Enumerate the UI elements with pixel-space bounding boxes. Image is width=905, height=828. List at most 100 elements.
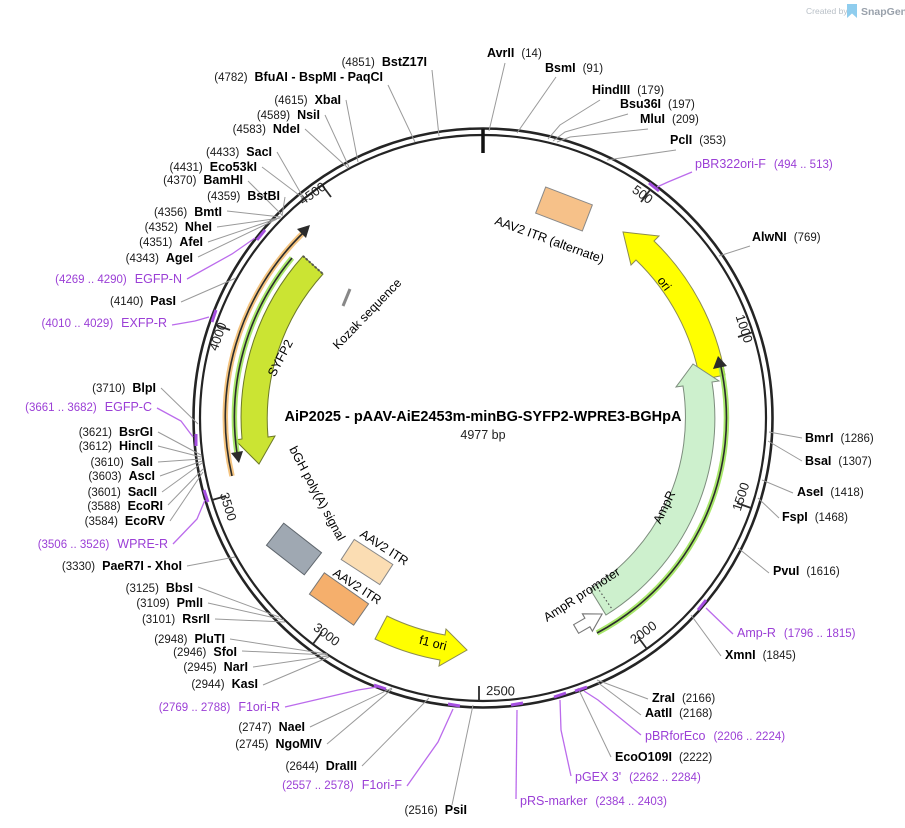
enzyme-label[interactable]: BamHI	[203, 173, 243, 187]
enzyme-label[interactable]: ZraI	[652, 691, 675, 705]
enzyme-label[interactable]: AatII	[645, 706, 672, 720]
svg-text:(4782)BfuAI - BspMI - PaqCI: (4782) BfuAI - BspMI - PaqCI	[214, 70, 383, 84]
primer-leader-lines	[156, 171, 734, 800]
enzyme-pos: (4140)	[110, 296, 143, 308]
enzyme-label[interactable]: Eco53kI	[210, 160, 257, 174]
enzyme-pos: (4433)	[206, 147, 239, 159]
enzyme-label[interactable]: EcoRV	[125, 514, 166, 528]
enzyme-label[interactable]: BstBI	[247, 189, 280, 203]
enzyme-label[interactable]: HincII	[119, 439, 153, 453]
bgh-polya-label[interactable]: bGH poly(A) signal	[286, 444, 348, 543]
syfp2-orf-arc	[231, 256, 295, 463]
svg-text:pRS-marker(2384 .. 2403): pRS-marker (2384 .. 2403)	[520, 794, 667, 808]
primer-label[interactable]: pBRforEco	[645, 729, 705, 743]
primer-label[interactable]: EXFP-R	[121, 316, 167, 330]
enzyme-label[interactable]: SfoI	[213, 645, 237, 659]
primer-label[interactable]: pGEX 3'	[575, 770, 621, 784]
scale-tick	[312, 631, 323, 645]
svg-text:(3710)BlpI: (3710) BlpI	[92, 381, 156, 395]
primer-label[interactable]: EGFP-C	[105, 400, 152, 414]
svg-text:(2944)KasI: (2944) KasI	[191, 677, 258, 691]
enzyme-label[interactable]: XmnI	[725, 648, 756, 662]
enzyme-label[interactable]: BfuAI - BspMI - PaqCI	[255, 70, 383, 84]
enzyme-label[interactable]: BsaI	[805, 454, 831, 468]
enzyme-pos: (197)	[668, 99, 695, 111]
enzyme-label[interactable]: AscI	[129, 469, 155, 483]
enzyme-label[interactable]: BlpI	[132, 381, 156, 395]
enzyme-label[interactable]: EcoRI	[128, 499, 163, 513]
enzyme-label[interactable]: PvuI	[773, 564, 799, 578]
bgh-polya-box[interactable]	[265, 522, 323, 576]
enzyme-pos: (3610)	[91, 457, 124, 469]
enzyme-label[interactable]: RsrII	[182, 612, 210, 626]
kozak-mark[interactable]	[341, 288, 352, 307]
enzyme-pos: (14)	[521, 48, 542, 60]
enzyme-label[interactable]: PsiI	[445, 803, 467, 817]
ori-feature-label[interactable]: ori	[654, 274, 674, 294]
svg-text:(4433)SacI: (4433) SacI	[206, 145, 272, 159]
ampr-feature-arrow[interactable]	[589, 363, 721, 616]
aav2-itr-alt-label[interactable]: AAV2 ITR (alternate)	[493, 214, 606, 267]
enzyme-label[interactable]: BsrGI	[119, 425, 153, 439]
enzyme-label[interactable]: XbaI	[315, 93, 341, 107]
enzyme-label[interactable]: NgoMIV	[275, 737, 322, 751]
enzyme-label[interactable]: NsiI	[297, 108, 320, 122]
syfp2-feature-arrow[interactable]	[233, 255, 324, 465]
f1-ori-feature-label[interactable]: f1 ori	[418, 633, 448, 653]
scale-tick	[640, 189, 651, 203]
enzyme-label[interactable]: BmtI	[194, 205, 222, 219]
enzyme-label[interactable]: FspI	[782, 510, 808, 524]
enzyme-label[interactable]: KasI	[232, 677, 258, 691]
enzyme-label[interactable]: PaeR7I - XhoI	[102, 559, 182, 573]
enzyme-label[interactable]: AseI	[797, 485, 823, 499]
enzyme-label[interactable]: NheI	[185, 220, 212, 234]
ampr-promoter-arrow[interactable]	[572, 613, 604, 635]
primer-label[interactable]: F1ori-F	[362, 778, 403, 792]
enzyme-label[interactable]: PasI	[150, 294, 176, 308]
enzyme-label[interactable]: Bsu36I	[620, 97, 661, 111]
enzyme-label[interactable]: AvrII	[487, 46, 514, 60]
svg-text:(3621)BsrGI: (3621) BsrGI	[79, 425, 153, 439]
enzyme-label[interactable]: SalI	[131, 455, 153, 469]
primer-label[interactable]: EGFP-N	[135, 272, 182, 286]
enzyme-label[interactable]: AgeI	[166, 251, 193, 265]
svg-text:XmnI(1845): XmnI (1845)	[725, 648, 796, 662]
primer-label[interactable]: pBR322ori-F	[695, 157, 766, 171]
enzyme-label[interactable]: SacI	[246, 145, 272, 159]
enzyme-label[interactable]: PclI	[670, 133, 692, 147]
aav2-itr-alt-box[interactable]	[534, 186, 594, 232]
svg-text:(4359)BstBI: (4359) BstBI	[207, 189, 280, 203]
svg-text:(3101)RsrII: (3101) RsrII	[142, 612, 210, 626]
svg-text:(3603)AscI: (3603) AscI	[88, 469, 155, 483]
ori-feature-arrow[interactable]	[622, 231, 726, 381]
f1-ori-feature-arrow[interactable]	[374, 615, 468, 667]
enzyme-label[interactable]: AlwNI	[752, 230, 787, 244]
svg-text:BmrI(1286): BmrI (1286)	[805, 431, 874, 445]
enzyme-label[interactable]: NdeI	[273, 122, 300, 136]
primer-label[interactable]: Amp-R	[737, 626, 776, 640]
enzyme-label[interactable]: AfeI	[179, 235, 203, 249]
enzyme-label[interactable]: BmrI	[805, 431, 833, 445]
enzyme-label[interactable]: PluTI	[194, 632, 225, 646]
enzyme-label[interactable]: MluI	[640, 112, 665, 126]
enzyme-label[interactable]: NaeI	[279, 720, 305, 734]
enzyme-label[interactable]: BsmI	[545, 61, 576, 75]
enzyme-label[interactable]: BstZ17I	[382, 55, 427, 69]
enzyme-label[interactable]: DraIII	[326, 759, 357, 773]
primer-label[interactable]: WPRE-R	[117, 537, 168, 551]
enzyme-label[interactable]: SacII	[128, 485, 157, 499]
primer-label[interactable]: F1ori-R	[238, 700, 280, 714]
aav2-itr-light-box[interactable]	[340, 538, 394, 586]
aav2-itr-box[interactable]	[308, 572, 370, 626]
enzyme-pos: (4782)	[214, 72, 247, 84]
enzyme-label[interactable]: EcoO109I	[615, 750, 672, 764]
enzyme-label[interactable]: PmlI	[177, 596, 203, 610]
enzyme-pos: (3109)	[136, 598, 169, 610]
enzyme-label[interactable]: NarI	[224, 660, 248, 674]
enzyme-pos: (2168)	[679, 708, 712, 720]
enzyme-label[interactable]: BbsI	[166, 581, 193, 595]
primer-label[interactable]: pRS-marker	[520, 794, 587, 808]
kozak-label[interactable]: Kozak sequence	[330, 276, 404, 352]
enzyme-label[interactable]: HindIII	[592, 83, 630, 97]
enzyme-pos: (4615)	[274, 95, 307, 107]
